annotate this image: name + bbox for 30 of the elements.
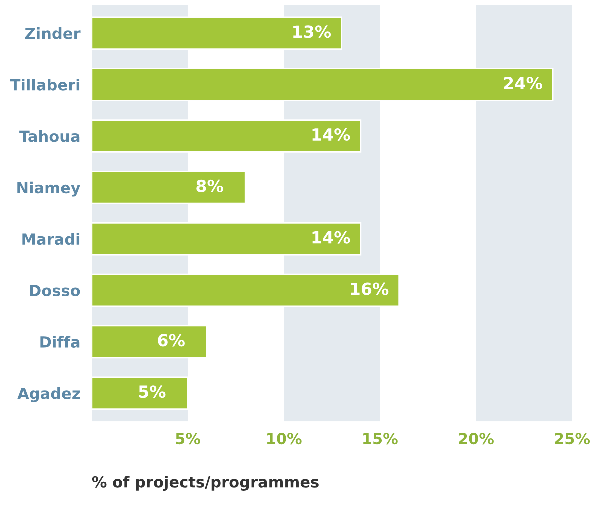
x-axis-title: % of projects/programmes xyxy=(92,476,319,491)
x-tick-label: 25% xyxy=(555,433,590,445)
y-tick-label: Niamey xyxy=(18,182,81,197)
x-tick-label: 15% xyxy=(364,433,398,445)
bar xyxy=(92,274,400,308)
data-label: 5% xyxy=(139,386,166,398)
x-tick-label: 10% xyxy=(267,433,302,445)
bar xyxy=(92,376,189,410)
data-label: 13% xyxy=(294,26,332,38)
bar xyxy=(92,222,362,256)
y-tick-label: Zinder xyxy=(25,28,81,40)
data-label: 14% xyxy=(312,231,350,244)
x-tick-label: 5% xyxy=(176,433,200,445)
y-tick-label: Dosso xyxy=(30,285,80,297)
bar xyxy=(92,325,208,359)
data-label: 14% xyxy=(312,128,350,142)
bar xyxy=(92,68,554,102)
bar xyxy=(92,171,246,204)
data-label: 8% xyxy=(196,180,224,192)
data-label: 24% xyxy=(504,77,542,90)
y-tick-label: Tillaberi xyxy=(10,78,80,91)
y-tick-label: Diffa xyxy=(40,336,80,348)
bar xyxy=(92,16,342,50)
bar xyxy=(92,120,362,153)
y-tick-label: Agadez xyxy=(18,388,80,402)
data-label: 6% xyxy=(158,334,185,347)
y-tick-label: Tahoua xyxy=(20,130,80,142)
y-tick-label: Maradi xyxy=(22,233,80,246)
x-tick-label: 20% xyxy=(459,433,494,445)
data-label: 16% xyxy=(351,282,389,296)
